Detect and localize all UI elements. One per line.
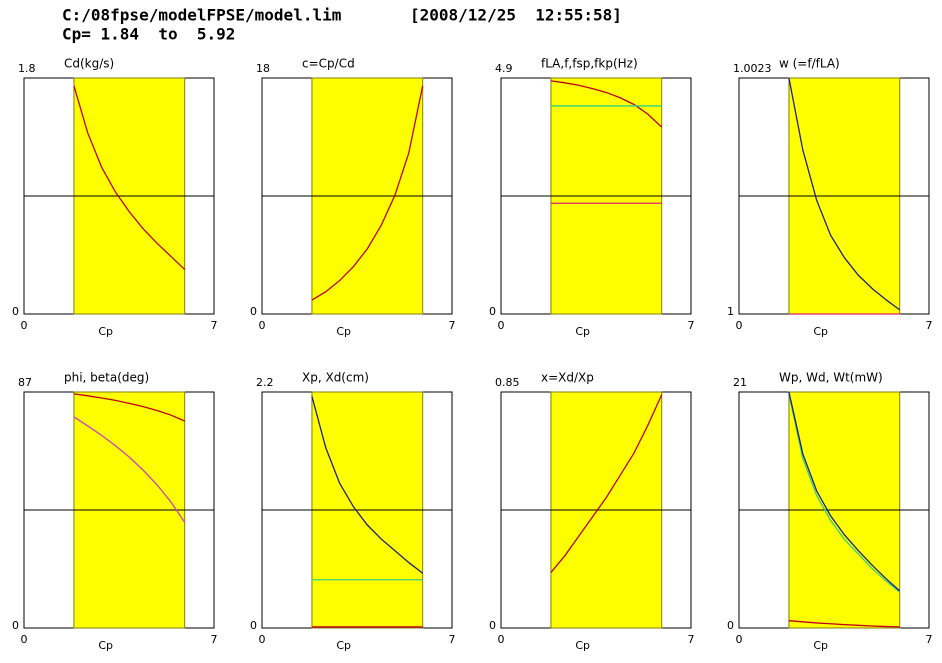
y-tick-label: 0 [727,619,734,632]
x-tick-label: 7 [211,633,218,646]
x-tick-label: 7 [211,319,218,332]
series-line [311,396,424,574]
y-tick-label: 4.9 [495,62,513,75]
y-tick-label: 0 [250,619,257,632]
x-axis-label: Cp [813,325,828,338]
cp-range: Cp= 1.84 to 5.92 [62,25,235,44]
x-axis-label: Cp [336,639,351,652]
y-tick-label: 1.0023 [733,62,772,75]
x-axis-label: Cp [98,325,113,338]
x-tick-label: 0 [259,319,266,332]
chart-title: fLA,f,fsp,fkp(Hz) [541,57,638,71]
y-tick-label: 0.85 [495,376,520,389]
chart-title: Cd(kg/s) [64,57,114,71]
series-line [73,393,185,422]
x-axis-label: Cp [575,639,590,652]
x-tick-label: 7 [688,319,695,332]
x-tick-label: 0 [21,633,28,646]
y-tick-label: 2.2 [256,376,274,389]
x-tick-label: 7 [688,633,695,646]
x-tick-label: 0 [259,633,266,646]
y-tick-label: 0 [250,305,257,318]
x-axis-label: Cp [336,325,351,338]
y-tick-label: 0 [12,619,19,632]
y-tick-label: 18 [256,62,270,75]
series-line [73,85,186,270]
y-tick-label: 1.8 [18,62,36,75]
x-tick-label: 0 [498,319,505,332]
x-tick-label: 0 [21,319,28,332]
timestamp: [2008/12/25 12:55:58] [410,6,622,25]
x-tick-label: 7 [449,319,456,332]
x-tick-label: 0 [498,633,505,646]
series-line [73,416,186,523]
chart-title: phi, beta(deg) [64,371,149,385]
series-line [788,620,900,628]
file-path: C:/08fpse/modelFPSE/model.lim [62,6,342,25]
series-line [788,77,901,311]
x-tick-label: 0 [736,319,743,332]
series-line [550,80,663,128]
y-tick-label: 0 [489,619,496,632]
series-line [311,85,424,301]
chart-title: Xp, Xd(cm) [302,371,369,385]
x-axis-label: Cp [813,639,828,652]
x-tick-label: 0 [736,633,743,646]
y-tick-label: 1 [727,305,734,318]
series-line [550,394,663,573]
y-tick-label: 0 [12,305,19,318]
chart-title: w (=f/fLA) [779,57,840,71]
chart-title: c=Cp/Cd [302,57,355,71]
x-axis-label: Cp [575,325,590,338]
y-tick-label: 21 [733,376,747,389]
chart-title: x=Xd/Xp [541,371,594,385]
x-tick-label: 7 [926,633,933,646]
x-axis-label: Cp [98,639,113,652]
y-tick-label: 87 [18,376,32,389]
y-tick-label: 0 [489,305,496,318]
x-tick-label: 7 [926,319,933,332]
chart-title: Wp, Wd, Wt(mW) [779,371,883,385]
x-tick-label: 7 [449,633,456,646]
series-line [788,394,901,593]
series-line [788,391,901,592]
